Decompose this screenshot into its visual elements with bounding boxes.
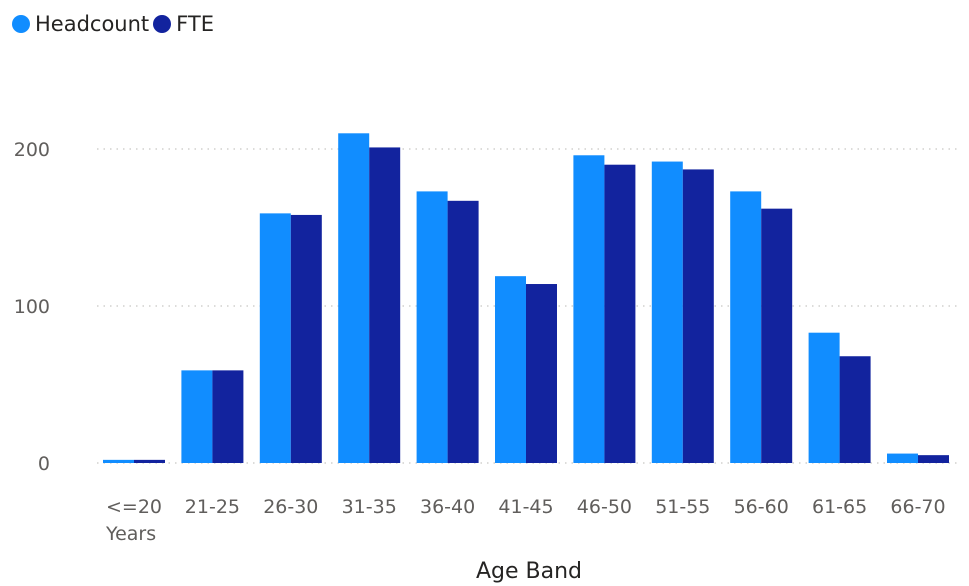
bar-fte-10[interactable] [918,455,949,463]
bar-fte-4[interactable] [447,200,479,463]
legend-label-fte: FTE [176,12,214,36]
bar-headcount-10[interactable] [887,453,918,463]
bar-headcount-3[interactable] [338,133,370,464]
x-tick-label: 36-40 [420,496,475,518]
legend-label-headcount: Headcount [35,12,150,36]
x-axis-title: Age Band [476,559,582,584]
bar-fte-6[interactable] [604,164,636,463]
x-tick-label: 31-35 [342,496,397,518]
bar-fte-7[interactable] [682,169,714,463]
bar-headcount-0[interactable] [103,459,134,463]
bar-headcount-7[interactable] [651,161,683,463]
legend-item-fte[interactable]: FTE [153,12,214,36]
y-tick-label: 0 [38,453,50,475]
x-tick-label: 26-30 [263,496,318,518]
bar-headcount-8[interactable] [730,191,762,463]
bar-fte-3[interactable] [369,147,401,463]
x-tick-label: <=20 Years [105,496,162,545]
bar-headcount-4[interactable] [416,191,448,463]
bars [103,133,949,464]
y-tick-label: 200 [14,139,50,161]
bar-headcount-1[interactable] [181,370,213,463]
x-tick-label: 21-25 [185,496,240,518]
x-tick-label: 56-60 [734,496,789,518]
bar-fte-2[interactable] [290,214,322,463]
x-tick-label: 46-50 [577,496,632,518]
legend-item-headcount[interactable]: Headcount [12,12,149,36]
x-tick-label: 51-55 [655,496,710,518]
bar-headcount-2[interactable] [259,213,291,463]
x-tick-label: 66-70 [890,496,945,518]
bar-headcount-5[interactable] [495,276,526,463]
y-axis: 0 100 200 [14,139,50,475]
legend-marker-headcount [12,15,30,33]
x-tick-label: 41-45 [498,496,553,518]
bar-fte-1[interactable] [212,370,244,463]
bar-headcount-9[interactable] [808,332,840,463]
x-axis: <=20 Years 21-25 26-30 31-35 36-40 41-45 46-50 5… [105,496,946,545]
legend: Headcount FTE [12,10,218,38]
y-tick-label: 100 [14,296,50,318]
bar-fte-9[interactable] [839,356,871,463]
bar-fte-0[interactable] [134,459,165,463]
x-tick-label: 61-65 [812,496,867,518]
bar-headcount-6[interactable] [573,155,605,463]
bar-fte-5[interactable] [526,284,557,463]
legend-marker-fte [153,15,172,33]
bar-fte-8[interactable] [761,208,793,463]
